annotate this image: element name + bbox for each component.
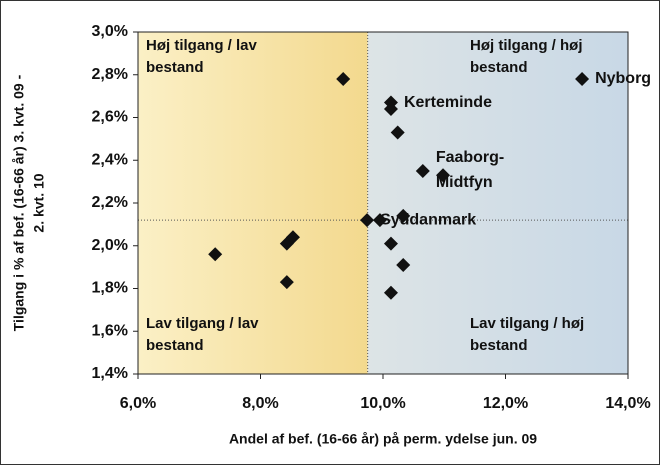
point xyxy=(336,72,351,87)
point xyxy=(360,213,375,228)
x-tick-label: 14,0% xyxy=(605,395,650,412)
point-label: Midtfyn xyxy=(436,174,493,191)
quadrant-label: bestand xyxy=(146,59,204,76)
point xyxy=(372,213,387,228)
point-label: Nyborg xyxy=(595,70,651,87)
point xyxy=(285,230,300,245)
y-tick-label: 3,0% xyxy=(92,23,128,40)
y-tick-label: 2,2% xyxy=(92,194,128,211)
quadrant-bg xyxy=(138,32,368,374)
x-tick-label: 12,0% xyxy=(483,395,528,412)
point xyxy=(415,163,430,178)
y-tick-label: 2,8% xyxy=(92,66,128,83)
quadrant-label: Høj tilgang / høj xyxy=(470,37,583,54)
y-tick-label: 2,4% xyxy=(92,151,128,168)
x-tick-label: 6,0% xyxy=(120,395,156,412)
point-label: Kerteminde xyxy=(404,94,492,111)
y-tick-label: 2,0% xyxy=(92,237,128,254)
point xyxy=(383,285,398,300)
y-axis-title: Tilgang i % af bef. (16-66 år) 3. kvt. 0… xyxy=(11,74,27,331)
quadrant-bg xyxy=(367,32,628,374)
point xyxy=(383,101,398,116)
quadrant-label: bestand xyxy=(146,337,204,354)
point xyxy=(390,125,405,140)
y-tick-label: 1,8% xyxy=(92,280,128,297)
point-label: Faaborg- xyxy=(436,149,504,166)
point xyxy=(575,72,590,87)
x-tick-label: 10,0% xyxy=(360,395,405,412)
quadrant-label: Lav tilgang / lav xyxy=(146,315,259,332)
x-tick-label: 8,0% xyxy=(242,395,278,412)
point-label: Syddanmark xyxy=(380,211,476,228)
quadrant-label: Høj tilgang / lav xyxy=(146,37,258,54)
point xyxy=(396,257,411,272)
y-tick-label: 2,6% xyxy=(92,109,128,126)
y-tick-label: 1,6% xyxy=(92,322,128,339)
quadrant-label: bestand xyxy=(470,59,528,76)
point xyxy=(383,236,398,251)
point xyxy=(436,168,451,183)
x-axis-title: Andel af bef. (16-66 år) på perm. ydelse… xyxy=(229,431,537,447)
y-axis-title: 2. kvt. 10 xyxy=(31,173,47,232)
quadrant-label: Lav tilgang / høj xyxy=(470,315,584,332)
point xyxy=(396,208,411,223)
y-tick-label: 1,4% xyxy=(92,365,128,382)
point xyxy=(208,247,223,262)
quadrant-label: bestand xyxy=(470,337,528,354)
point xyxy=(279,275,294,290)
